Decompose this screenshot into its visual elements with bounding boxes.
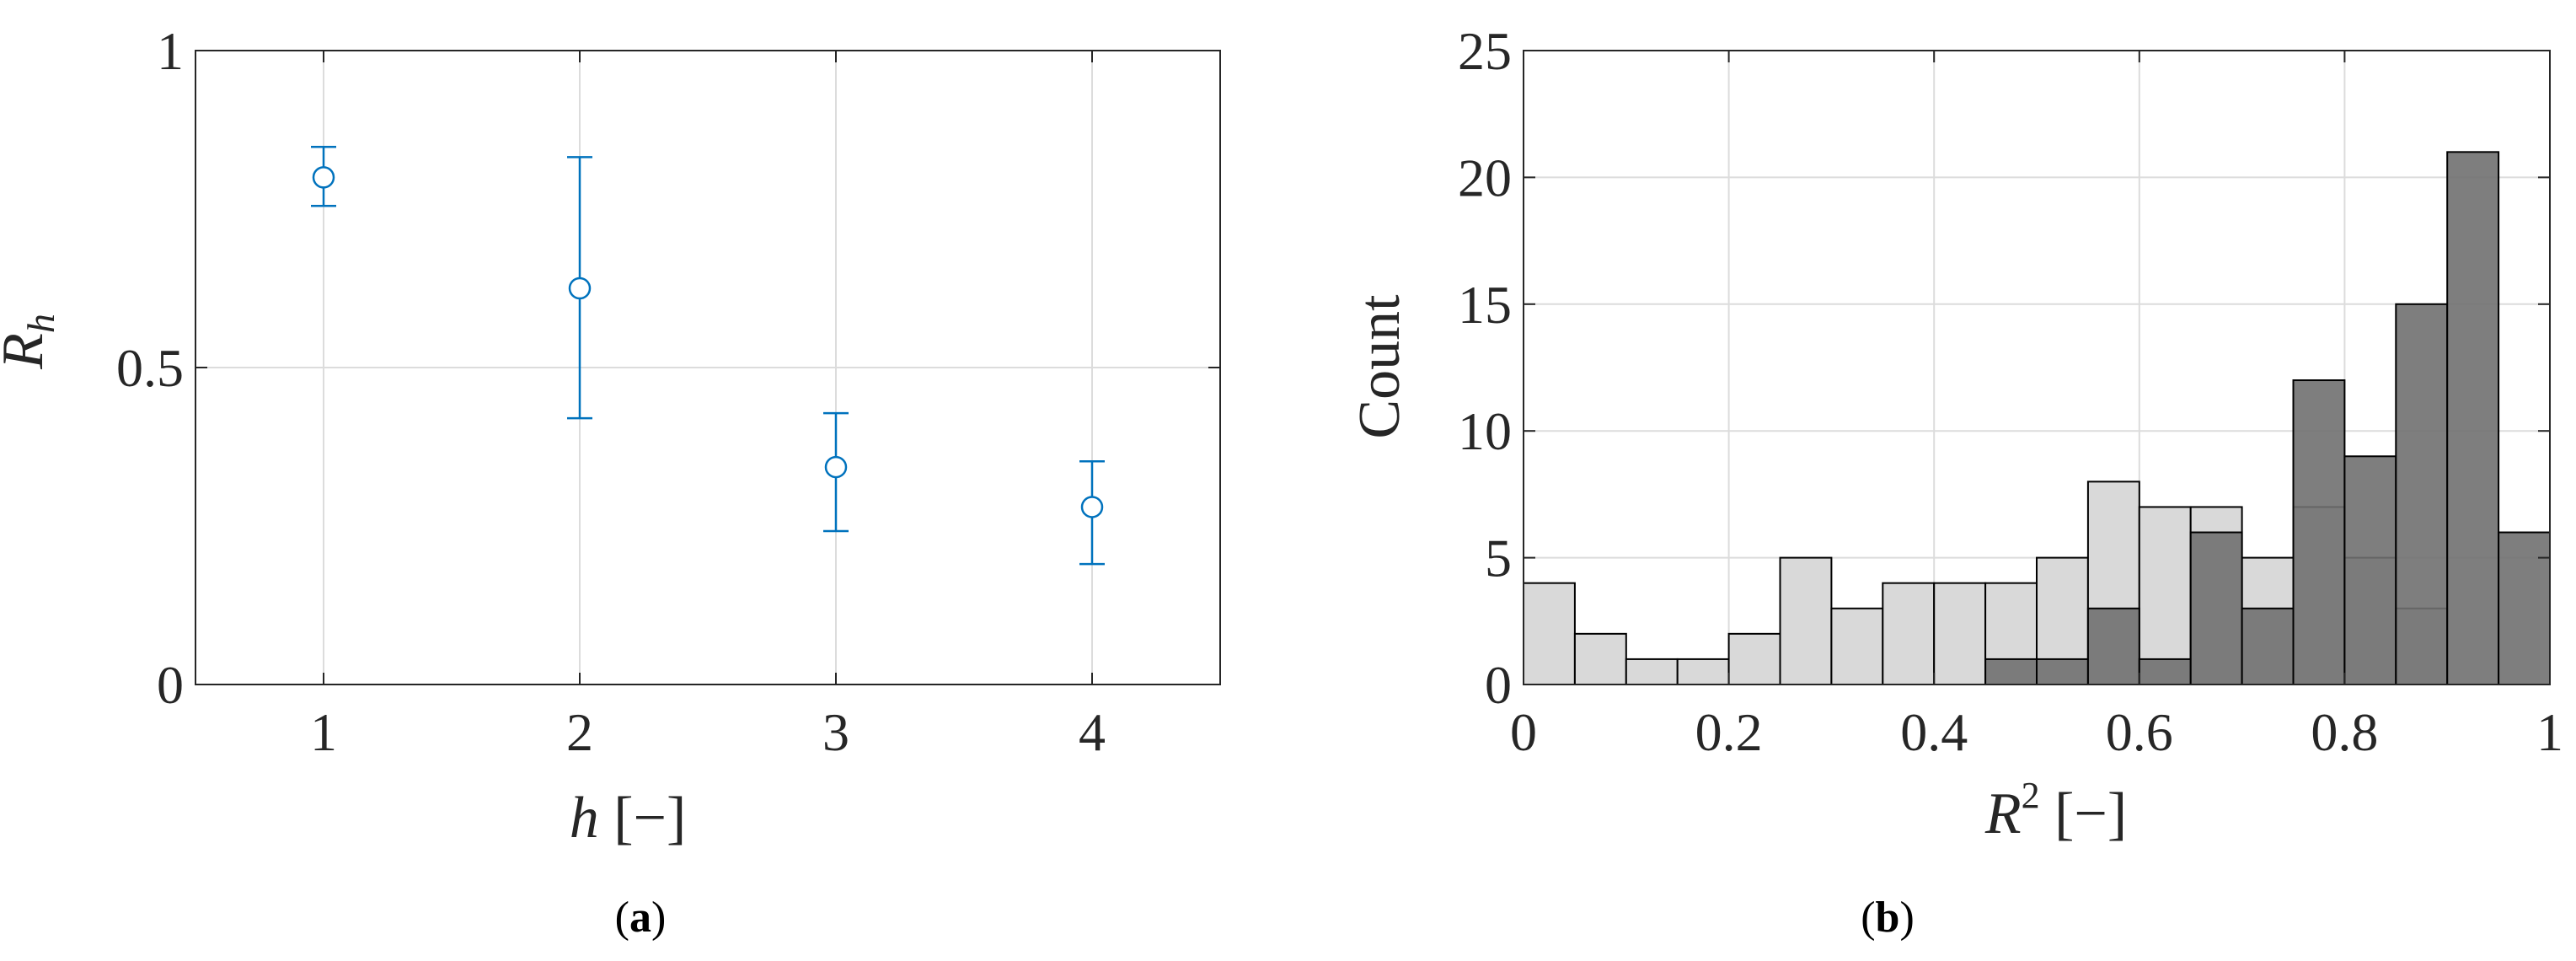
histogram-bar: [2498, 531, 2552, 686]
panel-b-bars: [1523, 151, 2552, 686]
a-y-tick-label: 0.5: [116, 338, 184, 398]
b-x-tick-label: 0.2: [1695, 702, 1763, 762]
histogram-bar: [1727, 632, 1781, 686]
histogram-bar: [1984, 658, 2038, 685]
histogram-bar: [1882, 582, 1936, 685]
a-x-tick-label: 1: [310, 702, 337, 762]
histogram-bar: [1625, 658, 1679, 685]
histogram-bar: [2138, 506, 2192, 685]
a-y-tick-label: 0: [157, 655, 184, 715]
panel-b-x-axis-label: R2 [−]: [1984, 775, 2127, 846]
b-y-tick-label: 20: [1458, 148, 1512, 207]
panel-b-ticks: [1523, 50, 2551, 685]
panel-a-grid: [195, 50, 1220, 685]
histogram-bar: [1779, 556, 1833, 685]
histogram-bar: [2241, 607, 2295, 686]
histogram-bar: [1523, 582, 1576, 685]
histogram-bar: [2138, 658, 2192, 685]
data-point-marker: [568, 276, 592, 300]
histogram-bar: [2036, 658, 2089, 685]
histogram-bar: [1676, 658, 1730, 685]
panel-b-axes-box: [1523, 50, 2551, 685]
data-point-marker: [312, 166, 335, 189]
panel-a-errorbars: [311, 146, 1105, 566]
panel-a-ticks: [195, 50, 1220, 685]
histogram-bar: [1830, 607, 1884, 686]
data-point-marker: [1080, 496, 1104, 518]
a-y-tick-label: 1: [157, 21, 184, 81]
panel-a-y-axis-label: Rh: [0, 314, 62, 370]
histogram-bar: [2343, 455, 2397, 686]
b-y-tick-label: 10: [1458, 401, 1512, 461]
panel-b-caption: (b): [1861, 894, 1915, 942]
histogram-bar: [2395, 303, 2449, 685]
panel-a-x-axis-label: h [−]: [570, 786, 687, 851]
histogram-bar: [2292, 379, 2346, 685]
b-x-tick-label: 0.4: [1900, 702, 1968, 762]
histogram-bar: [2446, 151, 2500, 685]
b-y-tick-label: 5: [1485, 529, 1512, 588]
b-x-tick-label: 0.6: [2106, 702, 2173, 762]
panel-a-errorbar-chart: 1 2 3 4 0 0.5 1 Rh h [−] (a): [0, 21, 1221, 942]
a-x-tick-label: 3: [822, 702, 849, 762]
panel-a-caption: (a): [615, 894, 667, 942]
b-x-tick-label: 0: [1510, 702, 1537, 762]
data-point-marker: [824, 455, 848, 479]
histogram-bar: [2189, 531, 2243, 686]
b-y-tick-label: 15: [1458, 275, 1512, 335]
a-x-tick-label: 2: [566, 702, 593, 762]
b-x-tick-label: 1: [2536, 702, 2563, 762]
histogram-bar: [1573, 632, 1627, 686]
histogram-bar: [1933, 582, 1987, 685]
b-y-tick-label: 0: [1485, 655, 1512, 715]
b-x-tick-label: 0.8: [2311, 702, 2378, 762]
a-x-tick-label: 4: [1079, 702, 1106, 762]
histogram-bar: [2086, 607, 2140, 686]
panel-a-tick-labels: 1 2 3 4 0 0.5 1: [116, 21, 1106, 762]
b-y-tick-label: 25: [1458, 21, 1512, 81]
panel-b-y-axis-label: Count: [1347, 294, 1412, 439]
